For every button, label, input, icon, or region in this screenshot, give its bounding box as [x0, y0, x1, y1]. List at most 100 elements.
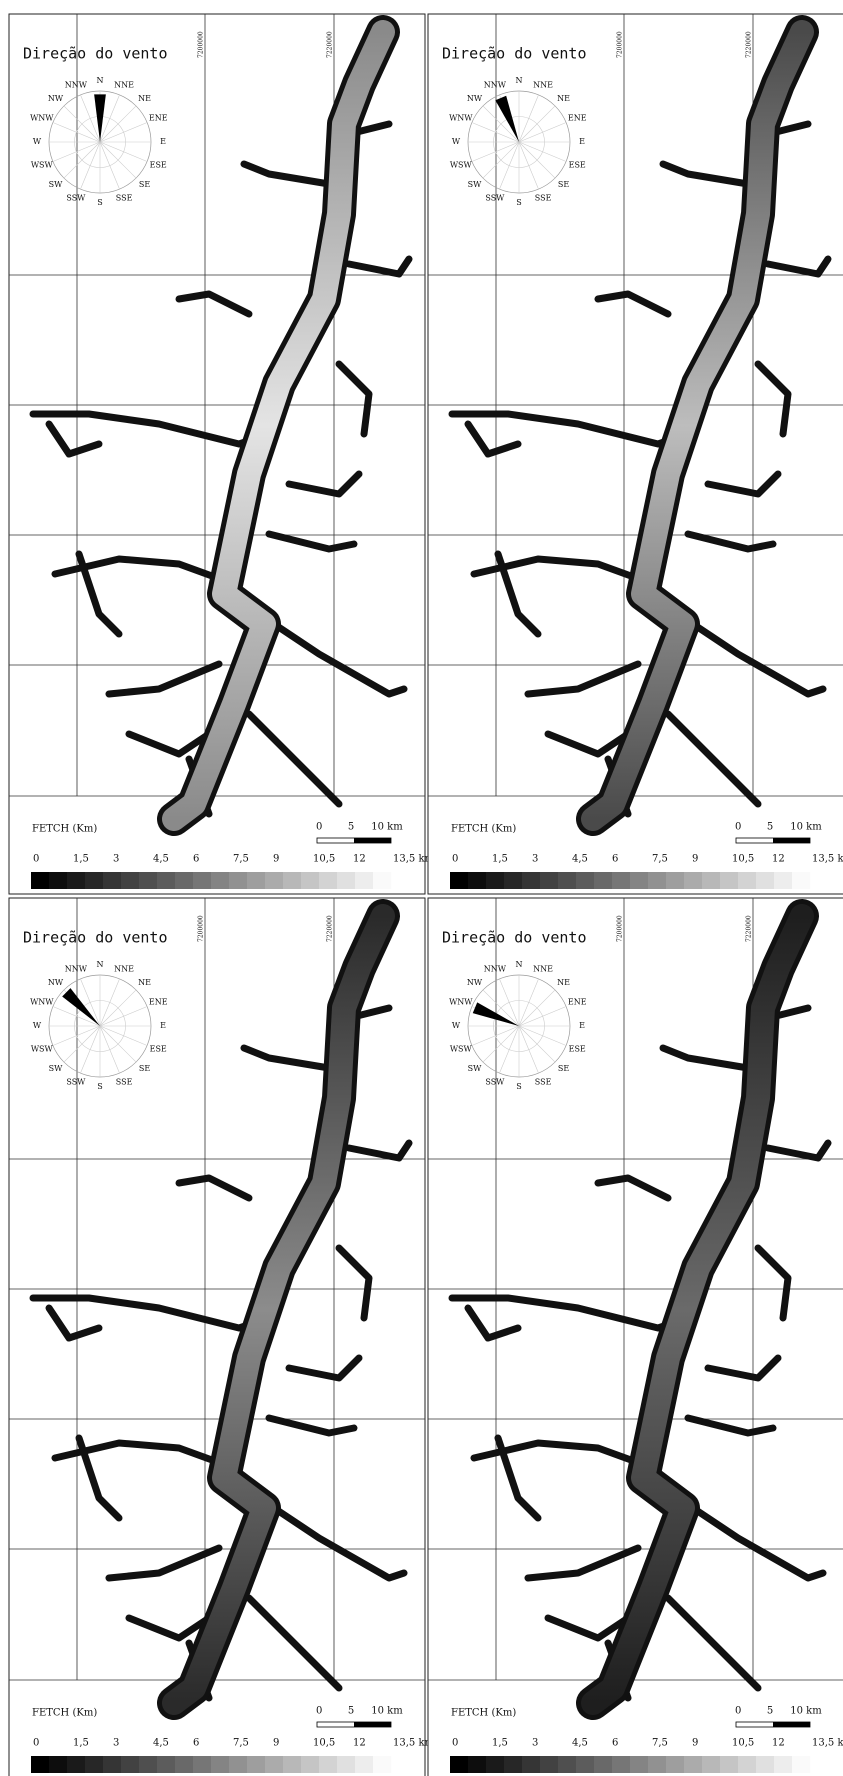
legend-tick-label: 1,5 — [492, 854, 508, 865]
legend-title: FETCH (Km) — [451, 824, 516, 835]
legend-swatch — [247, 1756, 265, 1773]
legend-swatch — [121, 1756, 139, 1773]
legend-swatch — [774, 872, 792, 889]
legend-tick-label: 6 — [612, 854, 618, 865]
map-title: Direção do vento — [442, 45, 587, 63]
legend-swatch — [702, 1756, 720, 1773]
legend-tick-label: 9 — [692, 854, 698, 865]
scale-bar-label: 10 km — [790, 822, 822, 833]
legend-tick-label: 3 — [113, 854, 119, 865]
legend-swatch — [265, 872, 283, 889]
legend-tick-label: 4,5 — [572, 1738, 588, 1749]
legend-tick-label: 7,5 — [233, 1738, 249, 1749]
compass-label: N — [97, 76, 104, 85]
compass-label: S — [516, 1082, 521, 1091]
legend-tick-label: 9 — [273, 1738, 279, 1749]
scale-bar-label: 10 km — [790, 1706, 822, 1717]
legend-swatch — [283, 1756, 301, 1773]
compass-label: WNW — [449, 114, 473, 123]
map-title: Direção do vento — [442, 929, 587, 947]
map-panel: Direção do vento72000007220000NNNENEENEE… — [9, 14, 435, 894]
legend-tick-label: 0 — [33, 854, 39, 865]
compass-label: S — [97, 198, 102, 207]
legend-swatch — [666, 872, 684, 889]
legend-swatch — [666, 1756, 684, 1773]
legend-tick-label: 7,5 — [233, 854, 249, 865]
compass-label: SSW — [66, 193, 86, 202]
map-title: Direção do vento — [23, 45, 168, 63]
scale-bar-label: 5 — [348, 1706, 354, 1717]
legend-swatch — [648, 1756, 666, 1773]
legend-tick-label: 12 — [772, 854, 785, 865]
compass-label: W — [452, 137, 461, 146]
legend-tick-label: 10,5 — [732, 1738, 754, 1749]
compass-label: ENE — [568, 998, 587, 1007]
legend-tick-label: 3 — [532, 1738, 538, 1749]
legend-swatch — [648, 872, 666, 889]
legend-swatch — [175, 872, 193, 889]
legend-tick-label: 0 — [452, 854, 458, 865]
legend-swatch — [630, 1756, 648, 1773]
legend-swatch — [139, 1756, 157, 1773]
legend-swatch — [337, 1756, 355, 1773]
legend-swatch — [738, 1756, 756, 1773]
legend-swatch — [247, 872, 265, 889]
compass-label: NE — [138, 94, 151, 103]
scale-bar-label: 5 — [767, 1706, 773, 1717]
legend-swatch — [486, 1756, 504, 1773]
compass-label: SSE — [116, 193, 133, 202]
map-panel: Direção do vento72000007220000NNNENEENEE… — [428, 898, 843, 1776]
compass-label: NNE — [114, 965, 134, 974]
compass-label: S — [516, 198, 521, 207]
legend-swatch — [450, 872, 468, 889]
compass-label: SSE — [535, 1077, 552, 1086]
legend-swatch — [576, 1756, 594, 1773]
legend-swatch — [594, 1756, 612, 1773]
scale-bar-label: 10 km — [371, 1706, 403, 1717]
legend-swatch — [774, 1756, 792, 1773]
scale-bar-label: 0 — [316, 822, 322, 833]
compass-label: W — [33, 1021, 42, 1030]
compass-label: NNW — [484, 81, 507, 90]
legend-swatch — [67, 872, 85, 889]
scale-bar-label: 10 km — [371, 822, 403, 833]
legend-tick-label: 12 — [353, 854, 366, 865]
legend-swatch — [504, 872, 522, 889]
scale-bar — [354, 1722, 391, 1727]
compass-label: W — [452, 1021, 461, 1030]
legend-swatch — [486, 872, 504, 889]
legend-swatch — [355, 872, 373, 889]
compass-label: SW — [49, 1064, 63, 1073]
compass-label: SSW — [485, 1077, 505, 1086]
legend-swatch — [157, 872, 175, 889]
legend-tick-label: 4,5 — [153, 1738, 169, 1749]
legend-swatch — [175, 1756, 193, 1773]
legend-tick-label: 10,5 — [313, 854, 335, 865]
scale-bar — [773, 838, 810, 843]
legend-tick-label: 6 — [612, 1738, 618, 1749]
legend-swatch — [684, 872, 702, 889]
map-title: Direção do vento — [23, 929, 168, 947]
legend-swatch — [522, 1756, 540, 1773]
legend-swatch — [630, 872, 648, 889]
compass-label: WNW — [449, 998, 473, 1007]
legend-tick-label: 1,5 — [73, 854, 89, 865]
compass-label: NNW — [484, 965, 507, 974]
legend-swatch — [355, 1756, 373, 1773]
legend-tick-label: 13,5 km — [812, 1738, 843, 1749]
legend-tick-label: 13,5 km — [812, 854, 843, 865]
compass-label: NE — [138, 978, 151, 987]
legend-swatch — [31, 872, 49, 889]
legend-swatch — [738, 872, 756, 889]
legend-swatch — [702, 872, 720, 889]
compass-label: ESE — [150, 1044, 167, 1053]
legend-swatch — [283, 872, 301, 889]
legend-title: FETCH (Km) — [32, 1708, 97, 1719]
compass-label: NNE — [533, 965, 553, 974]
compass-label: SSE — [116, 1077, 133, 1086]
compass-label: S — [97, 1082, 102, 1091]
legend-swatch — [301, 872, 319, 889]
legend-swatch — [211, 1756, 229, 1773]
coordinate-label: 7220000 — [746, 915, 753, 942]
legend-swatch — [720, 1756, 738, 1773]
